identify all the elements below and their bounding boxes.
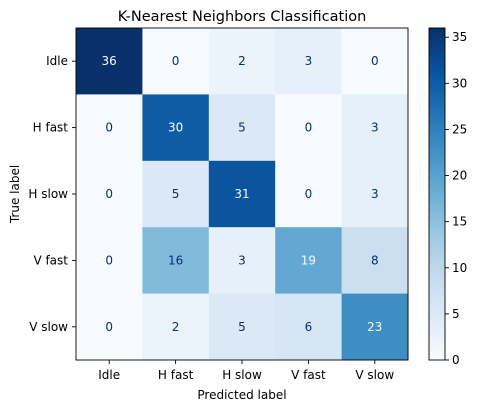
heatmap-cell	[76, 160, 143, 228]
cell-value-label: 0	[172, 54, 180, 68]
heatmap-cell	[142, 227, 210, 295]
cell-value-label: 0	[305, 187, 313, 201]
y-tick-label: V fast	[33, 253, 68, 267]
heatmap-cell	[341, 160, 409, 228]
cell-value-label: 36	[102, 54, 117, 68]
heatmap-cell	[275, 94, 343, 162]
heatmap-cell	[341, 293, 409, 361]
heatmap-cell	[275, 160, 343, 228]
colorbar-scale	[428, 27, 446, 361]
cell-value-label: 19	[301, 253, 316, 267]
heatmap-cell	[275, 28, 343, 95]
x-axis-label: Predicted label	[197, 388, 286, 402]
y-axis-label: True label	[8, 165, 22, 224]
colorbar-tick-label: 35	[452, 30, 467, 44]
colorbar-tick-label: 30	[452, 76, 467, 90]
x-tick-label: H slow	[222, 368, 262, 382]
colorbar: 0 5 10 15 20 25 30 35	[428, 27, 467, 367]
heatmap-cell	[341, 28, 409, 95]
cell-value-label: 2	[172, 320, 180, 334]
y-tick-label: H fast	[33, 121, 69, 135]
heatmap-cell	[76, 28, 143, 95]
cell-value-label: 5	[238, 320, 246, 334]
heatmap-cell	[208, 227, 276, 295]
heatmap-cell	[208, 160, 276, 228]
cell-value-label: 3	[238, 253, 246, 267]
cell-value-label: 0	[105, 121, 113, 135]
heatmap-cell	[142, 293, 210, 361]
cell-value-label: 0	[105, 253, 113, 267]
y-tick-label: H slow	[28, 187, 68, 201]
cell-value-label: 0	[371, 54, 379, 68]
colorbar-tick-label: 25	[452, 122, 467, 136]
cell-value-label: 30	[168, 121, 183, 135]
colorbar-tick-label: 10	[452, 261, 467, 275]
heatmap-cell	[76, 227, 143, 295]
x-tick-label: V fast	[291, 368, 326, 382]
cell-value-label: 0	[105, 320, 113, 334]
heatmap-cell	[341, 94, 409, 162]
cell-value-label: 2	[238, 54, 246, 68]
heatmap-cell	[275, 227, 343, 295]
heatmap-value-labels: 36 0 2 3 00 30 5 0 30 5 31 0 30 16 3 19 80 2 5 6 23	[102, 54, 383, 334]
heatmap-cells	[75, 27, 409, 361]
cell-value-label: 23	[367, 320, 382, 334]
heatmap-cell	[208, 28, 276, 95]
heatmap-cell	[142, 28, 210, 95]
cell-value-label: 8	[371, 253, 379, 267]
heatmap-cell	[76, 293, 143, 361]
y-tick-label: V slow	[29, 320, 68, 334]
x-tick-label: H fast	[158, 368, 194, 382]
x-tick-label: V slow	[355, 368, 394, 382]
heatmap-cell	[341, 227, 409, 295]
y-axis: Idle H fast H slow V fast V slow	[28, 54, 76, 334]
heatmap-cell	[208, 293, 276, 361]
colorbar-tick-label: 5	[452, 307, 460, 321]
cell-value-label: 0	[305, 121, 313, 135]
cell-value-label: 5	[172, 187, 180, 201]
heatmap-cell	[142, 160, 210, 228]
cell-value-label: 0	[105, 187, 113, 201]
cell-value-label: 6	[305, 320, 313, 334]
cell-value-label: 31	[234, 187, 249, 201]
x-axis: Idle H fast H slow V fast V slow	[98, 360, 394, 382]
cell-value-label: 3	[371, 187, 379, 201]
cell-value-label: 16	[168, 253, 183, 267]
cell-value-label: 3	[371, 121, 379, 135]
colorbar-tick-label: 15	[452, 215, 467, 229]
heatmap-cell	[76, 94, 143, 162]
cell-value-label: 3	[305, 54, 313, 68]
x-tick-label: Idle	[98, 368, 120, 382]
colorbar-tick-label: 0	[452, 353, 460, 367]
heatmap-cell	[208, 94, 276, 162]
cell-value-label: 5	[238, 121, 246, 135]
y-tick-label: Idle	[46, 54, 68, 68]
chart-title: K-Nearest Neighbors Classification	[118, 9, 367, 25]
colorbar-tick-label: 20	[452, 169, 467, 183]
heatmap-cell	[275, 293, 343, 361]
heatmap-cell	[142, 94, 210, 162]
